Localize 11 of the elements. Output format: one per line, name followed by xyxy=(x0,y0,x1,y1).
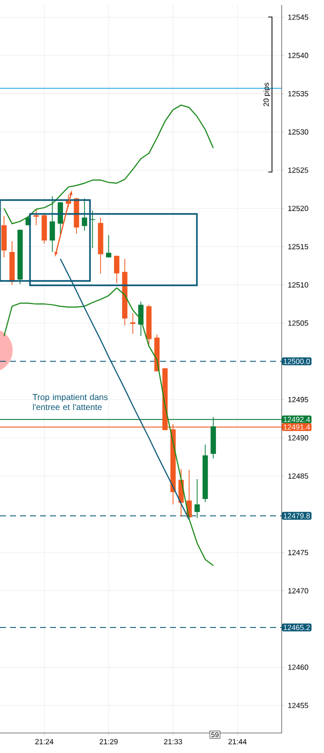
candlestick xyxy=(114,255,120,284)
candlestick xyxy=(90,210,96,249)
line-series xyxy=(3,104,214,224)
candlestick xyxy=(50,196,55,252)
candlestick xyxy=(34,208,39,226)
candlestick xyxy=(106,234,112,258)
candlestick xyxy=(194,478,200,519)
candlestick xyxy=(138,301,144,337)
candlestick xyxy=(130,312,136,334)
annotation: Trop impatient dans l'entree et l'attente xyxy=(32,394,108,410)
candlestick xyxy=(82,198,88,231)
